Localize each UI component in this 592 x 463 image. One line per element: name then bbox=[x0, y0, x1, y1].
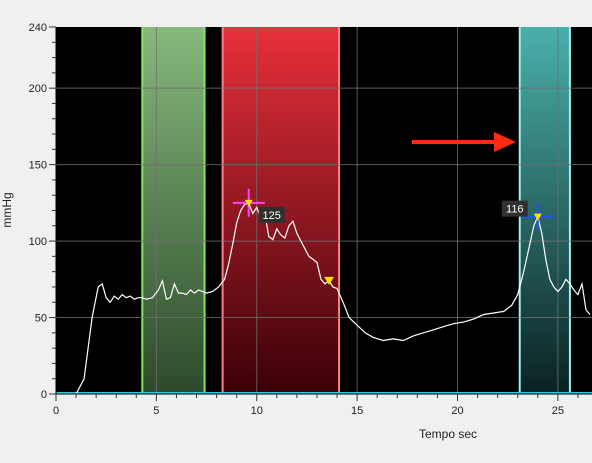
x-tick-label-15: 15 bbox=[351, 405, 363, 417]
marker-125-label-bg bbox=[258, 206, 285, 223]
x-tick-label-0: 0 bbox=[53, 405, 59, 417]
marker-116-label-bg bbox=[501, 200, 528, 217]
y-tick-label-0: 0 bbox=[41, 389, 47, 401]
x-tick-label-20: 20 bbox=[451, 405, 463, 417]
x-tick-label-5: 5 bbox=[153, 405, 159, 417]
marker-125-tip bbox=[244, 199, 253, 207]
marker-triangle bbox=[324, 276, 335, 285]
pressure-trace-line bbox=[56, 202, 591, 395]
x-axis-title: Tempo sec bbox=[419, 427, 477, 441]
y-tick-label-200: 200 bbox=[29, 83, 47, 95]
y-tick-label-150: 150 bbox=[29, 160, 47, 172]
y-axis-title: mmHg bbox=[0, 192, 14, 227]
region-green bbox=[142, 27, 205, 394]
grid bbox=[56, 27, 592, 394]
x-tick-label-10: 10 bbox=[251, 405, 263, 417]
x-tick-label-25: 25 bbox=[552, 405, 564, 417]
arrow-head bbox=[494, 132, 516, 152]
y-tick-label-100: 100 bbox=[29, 236, 47, 248]
y-tick-label-50: 50 bbox=[35, 313, 47, 325]
marker-116-label: 116 bbox=[506, 204, 524, 216]
marker-116-tip bbox=[533, 213, 542, 221]
annotation-arrow bbox=[412, 132, 516, 152]
axes: 0 50 100 150 200 240 0 5 10 15 20 25 bbox=[29, 22, 592, 417]
markers: 125 116 bbox=[232, 188, 554, 285]
series-layer bbox=[56, 202, 592, 395]
y-tick-label-240: 240 bbox=[29, 22, 47, 34]
marker-125-label: 125 bbox=[263, 210, 281, 222]
